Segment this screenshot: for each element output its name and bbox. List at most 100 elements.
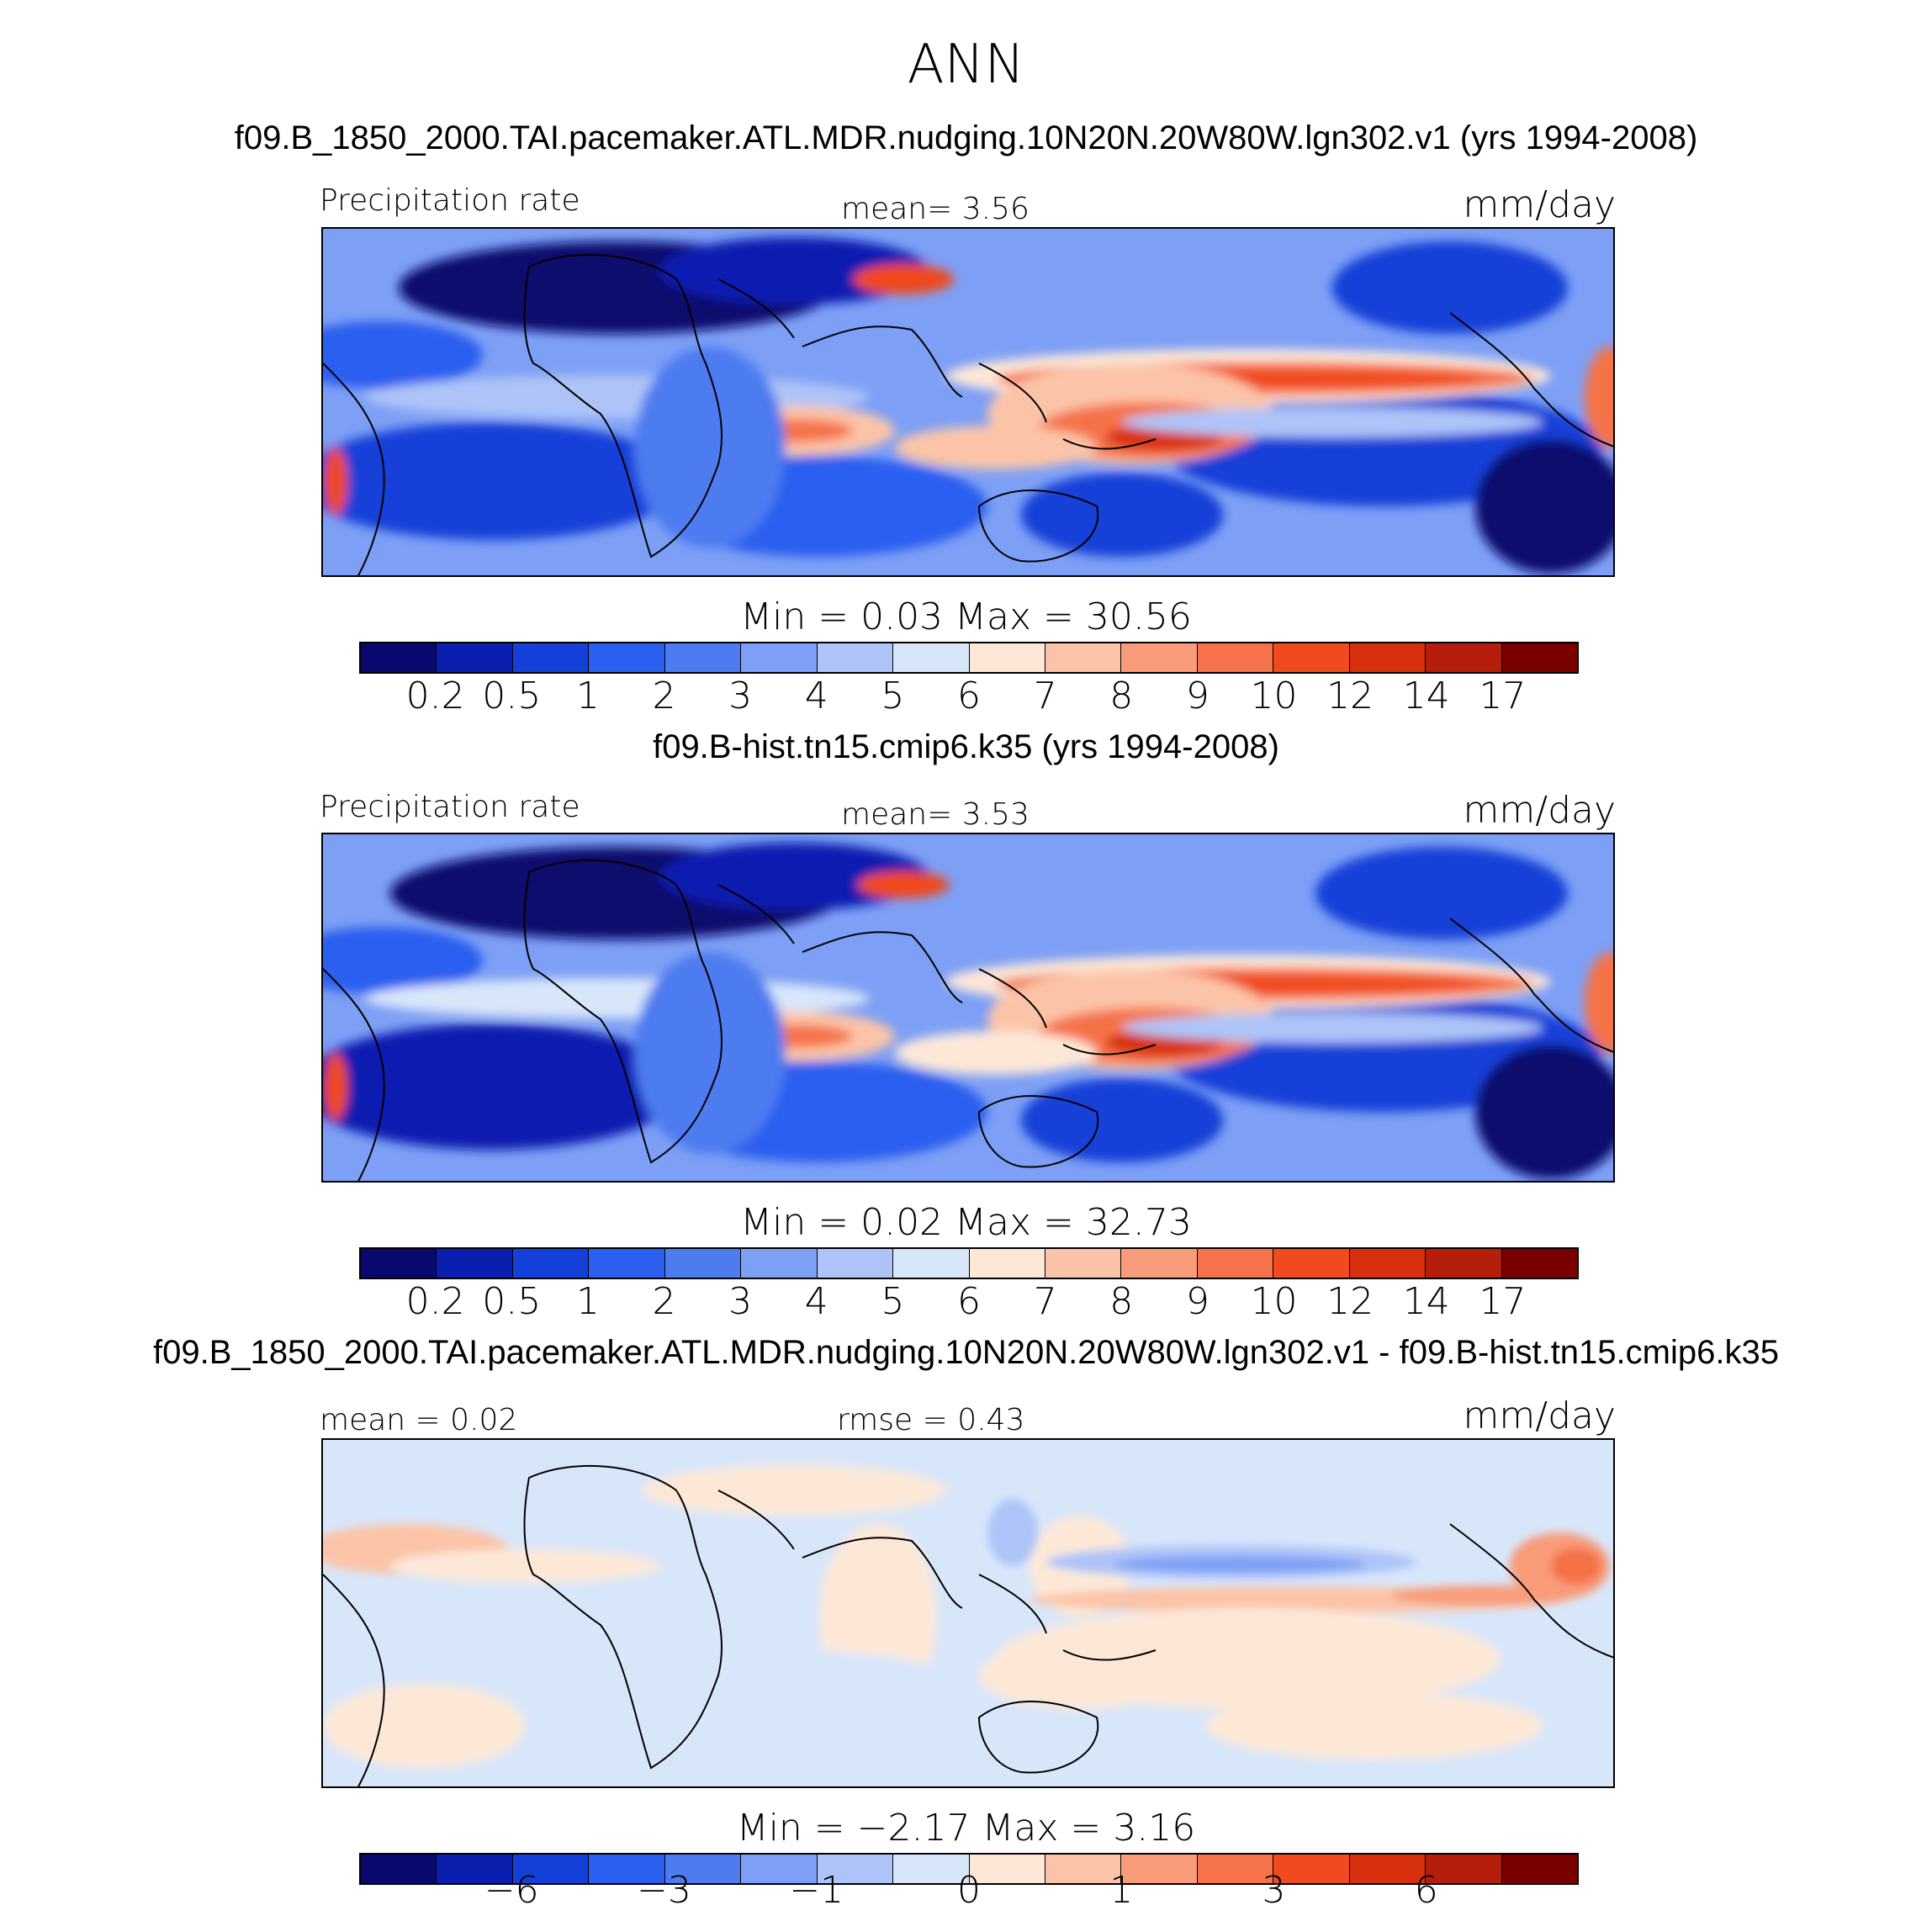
panel-1-colorbar-bin (589, 643, 665, 672)
panel-2-colorbar-bin (361, 1249, 437, 1278)
panel-1-colorbar-bin (512, 643, 590, 672)
panel-3-colorbar-bin (1121, 1855, 1198, 1883)
panel-3-colorbar-bin (893, 1855, 970, 1883)
panel-2-colorbar-bin (1045, 1249, 1122, 1278)
colorbar-tick-label: 0.2 (405, 675, 465, 717)
colorbar-tick-label: 10 (1250, 1280, 1298, 1323)
panel-3-coastlines (323, 1464, 1613, 1786)
panel-1-case-title: f09.B_1850_2000.TAI.pacemaker.ATL.MDR.nu… (234, 119, 1698, 156)
panel-2-colorbar-bin (1273, 1249, 1350, 1278)
panel-2-colorbar-bin (817, 1249, 894, 1278)
colorbar-tick-label: 6 (957, 1280, 981, 1323)
panel-3-units-label: mm/day (1463, 1394, 1616, 1437)
colorbar-tick-label: 0.2 (405, 1280, 465, 1323)
panel-2-minmax: Min = 0.02 Max = 32.73 (740, 1201, 1192, 1244)
panel-1-units-label: mm/day (1463, 183, 1616, 226)
panel-1-coastlines (323, 253, 1613, 575)
panel-3-colorbar-bin (969, 1855, 1045, 1883)
panel-1-colorbar-bin (1197, 643, 1274, 672)
colorbar-tick-label: 10 (1250, 675, 1298, 717)
panel-2-mean-label: mean= 3.53 (841, 797, 1030, 832)
panel-1-colorbar-ticks: 0.2 0.5 1 2 3 4 5 6 7 8 9 10 12 14 17 (359, 675, 1579, 720)
panel-2-colorbar-bin (1121, 1249, 1198, 1278)
colorbar-tick-label: 3 (728, 675, 753, 717)
panel-2-colorbar-bin (1426, 1249, 1502, 1278)
panel-3-map (321, 1438, 1615, 1788)
colorbar-tick-label: −3 (637, 1869, 691, 1912)
panel-3-colorbar-ticks: −6 −3 −1 0 1 3 6 (359, 1869, 1579, 1914)
panel-1-map-field (323, 229, 1613, 575)
panel-1-colorbar-bin (361, 643, 437, 672)
colorbar-tick-label: 5 (881, 675, 905, 717)
panel-2-colorbar-bin (664, 1249, 742, 1278)
panel-1-colorbar-bin (741, 643, 818, 672)
colorbar-tick-label: −6 (484, 1869, 539, 1912)
colorbar-tick-label: 14 (1402, 675, 1450, 717)
panel-2-colorbar-bin (1197, 1249, 1274, 1278)
panel-3-colorbar-bin (589, 1855, 665, 1883)
panel-3-colorbar (359, 1853, 1579, 1885)
panel-2-colorbar-bin (1349, 1249, 1427, 1278)
colorbar-tick-label: 2 (652, 675, 676, 717)
colorbar-tick-label: 5 (881, 1280, 905, 1323)
colorbar-tick-label: 0.5 (482, 675, 542, 717)
panel-3-colorbar-bin (1426, 1855, 1502, 1883)
panel-2-colorbar-bin (741, 1249, 818, 1278)
colorbar-tick-label: 9 (1185, 675, 1209, 717)
panel-3-map-field (323, 1440, 1613, 1786)
colorbar-tick-label: 12 (1326, 675, 1374, 717)
panel-1-colorbar-bin (969, 643, 1045, 672)
panel-2-colorbar-bin (893, 1249, 970, 1278)
panel-2-colorbar-bin (1501, 1249, 1577, 1278)
panel-3-rmse-label: rmse = 0.43 (837, 1403, 1025, 1437)
panel-3-case-title: f09.B_1850_2000.TAI.pacemaker.ATL.MDR.nu… (153, 1334, 1779, 1371)
panel-1-mean-label: mean= 3.56 (841, 192, 1030, 226)
panel-1-colorbar-bin (1121, 643, 1198, 672)
panel-2-colorbar-bin (589, 1249, 665, 1278)
panel-1-variable-label: Precipitation rate (320, 183, 580, 218)
panel-2-case-title: f09.B-hist.tn15.cmip6.k35 (yrs 1994-2008… (653, 728, 1279, 765)
colorbar-tick-label: 9 (1185, 1280, 1209, 1323)
panel-1-map (321, 227, 1615, 577)
colorbar-tick-label: 17 (1479, 675, 1527, 717)
panel-2-map (321, 833, 1615, 1183)
panel-1-colorbar-bin (437, 643, 513, 672)
colorbar-tick-label: 1 (575, 675, 600, 717)
panel-1-colorbar-bin (1349, 643, 1427, 672)
panel-3-colorbar-bin (1273, 1855, 1350, 1883)
panel-1-minmax: Min = 0.03 Max = 30.56 (740, 595, 1192, 638)
colorbar-tick-label: 0 (957, 1869, 981, 1912)
colorbar-tick-label: 0.5 (482, 1280, 542, 1323)
colorbar-tick-label: 1 (575, 1280, 600, 1323)
panel-2-colorbar-bin (437, 1249, 513, 1278)
panel-3-colorbar-bin (1501, 1855, 1577, 1883)
colorbar-tick-label: 12 (1326, 1280, 1374, 1323)
panel-3-colorbar-bin (741, 1855, 818, 1883)
panel-3-colorbar-bin (817, 1855, 894, 1883)
panel-3-mean-label: mean = 0.02 (320, 1403, 518, 1437)
panel-3-colorbar-bin (1197, 1855, 1274, 1883)
colorbar-tick-label: 6 (1414, 1869, 1438, 1912)
panel-2-colorbar (359, 1247, 1579, 1279)
panel-3-colorbar-bin (361, 1855, 437, 1883)
panel-2-variable-label: Precipitation rate (320, 790, 580, 824)
panel-2-map-field (323, 834, 1613, 1181)
panel-3-minmax: Min = −2.17 Max = 3.16 (736, 1807, 1196, 1850)
panel-3-colorbar-bin (1349, 1855, 1427, 1883)
panel-2-units-label: mm/day (1463, 789, 1616, 832)
panel-1-colorbar-bin (664, 643, 742, 672)
panel-1-colorbar-bin (1501, 643, 1577, 672)
colorbar-tick-label: 8 (1109, 675, 1134, 717)
panel-2-colorbar-bin (512, 1249, 590, 1278)
colorbar-tick-label: 1 (1109, 1869, 1134, 1912)
colorbar-tick-label: 6 (957, 675, 981, 717)
colorbar-tick-label: 4 (804, 675, 828, 717)
colorbar-tick-label: 3 (1262, 1869, 1286, 1912)
panel-3-colorbar-bin (437, 1855, 513, 1883)
colorbar-tick-label: 7 (1033, 675, 1057, 717)
panel-3-colorbar-bin (664, 1855, 742, 1883)
panel-1-colorbar-bin (817, 643, 894, 672)
panel-2-coastlines (323, 859, 1613, 1181)
panel-3-colorbar-bin (512, 1855, 590, 1883)
colorbar-tick-label: 2 (652, 1280, 676, 1323)
